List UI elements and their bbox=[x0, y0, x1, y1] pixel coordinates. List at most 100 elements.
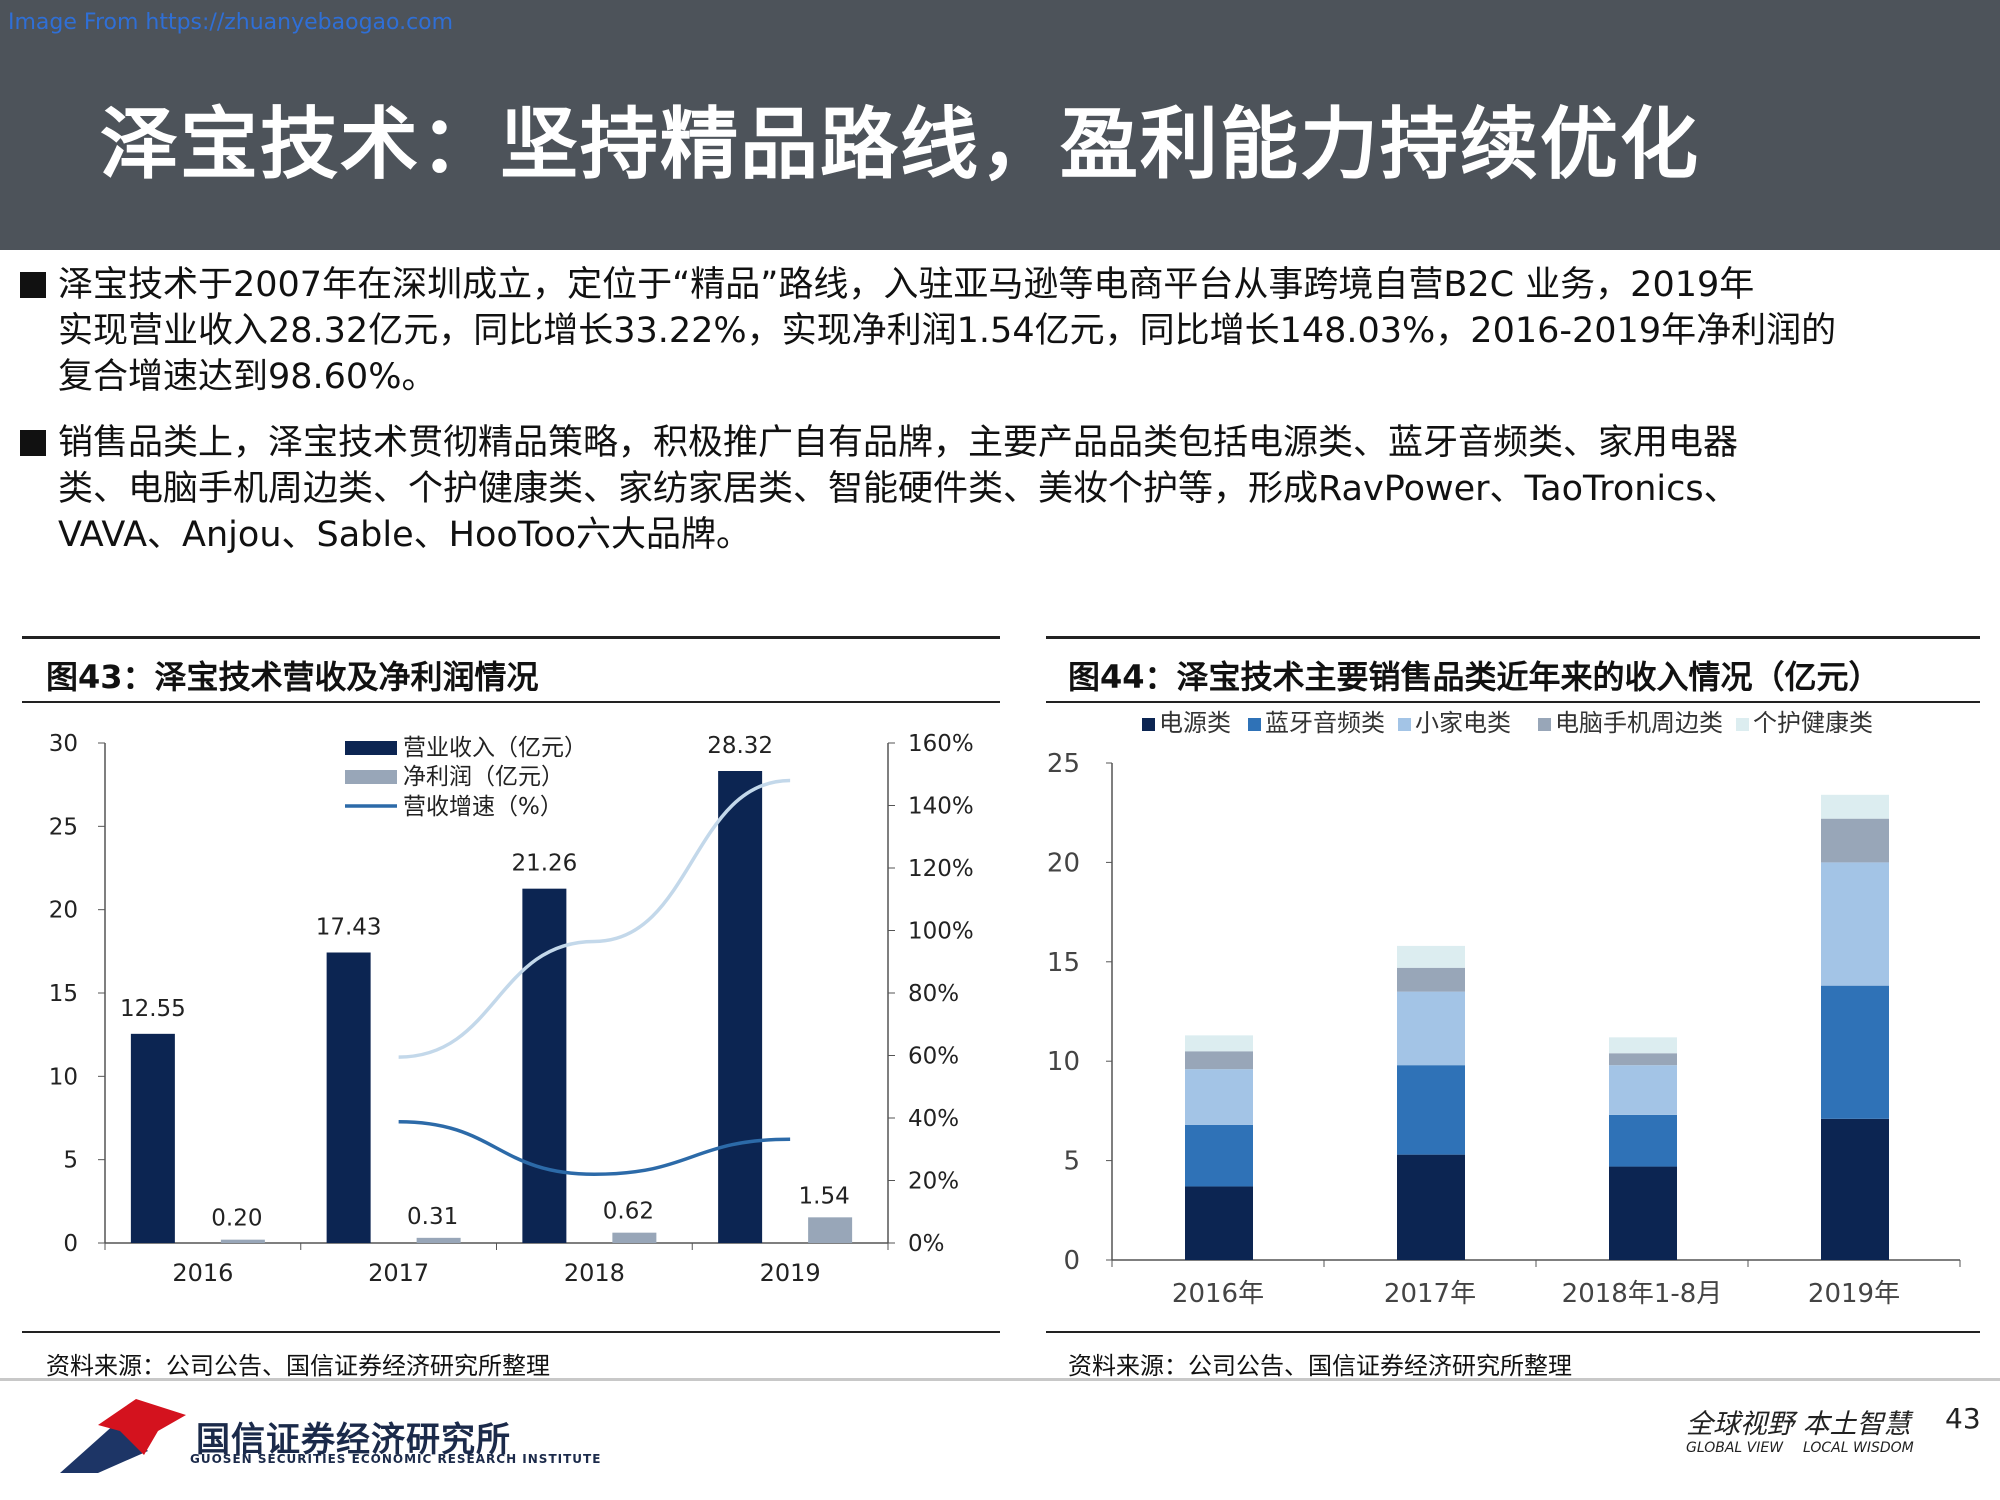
legend-swatch bbox=[1736, 718, 1749, 731]
right-panel-title-rule bbox=[1046, 701, 1980, 703]
x-tick-label: 2018 bbox=[564, 1259, 625, 1287]
left-panel-bottom-rule bbox=[22, 1331, 1000, 1333]
profit-data-label: 1.54 bbox=[799, 1183, 850, 1209]
x-tick-label: 2018年1-8月 bbox=[1562, 1279, 1723, 1309]
left-y-tick-label: 30 bbox=[49, 731, 78, 757]
paragraph-1-line-2: 实现营业收入28.32亿元，同比增长33.22%，实现净利润1.54亿元，同比增… bbox=[58, 311, 1837, 351]
legend-label-growth: 营收增速（%） bbox=[403, 794, 563, 820]
right-y-tick-label: 160% bbox=[908, 731, 974, 757]
left-y-tick-label: 25 bbox=[49, 814, 78, 840]
slide-title: 泽宝技术：坚持精品路线，盈利能力持续优化 bbox=[100, 99, 1701, 190]
legend-swatch bbox=[1142, 718, 1155, 731]
paragraph-1-line-1: 泽宝技术于2007年在深圳成立，定位于“精品”路线，入驻亚马逊等电商平台从事跨境… bbox=[58, 265, 1755, 305]
revenue-data-label: 12.55 bbox=[120, 996, 186, 1022]
right-y-tick-label: 20% bbox=[908, 1169, 959, 1195]
x-tick-label: 2019年 bbox=[1808, 1279, 1900, 1309]
guosen-logo-icon bbox=[60, 1399, 186, 1473]
paragraph-2-line-1: 销售品类上，泽宝技术贯彻精品策略，积极推广自有品牌，主要产品品类包括电源类、蓝牙… bbox=[58, 423, 1739, 463]
left-y-tick-label: 15 bbox=[49, 981, 78, 1007]
revenue-bar bbox=[718, 771, 763, 1243]
company-name: 国信证券经济研究所 bbox=[196, 1420, 511, 1460]
revenue-bar bbox=[130, 1033, 175, 1243]
y-tick-label: 5 bbox=[1063, 1147, 1080, 1177]
right-y-tick-label: 40% bbox=[908, 1106, 959, 1132]
footer-rule bbox=[0, 1378, 2000, 1381]
x-tick-label: 2016年 bbox=[1172, 1279, 1264, 1309]
stacked-bar-segment-3 bbox=[1397, 991, 1465, 1066]
right-y-tick-label: 0% bbox=[908, 1231, 945, 1257]
slogan: 全球视野 本土智慧 bbox=[1686, 1409, 1911, 1440]
stacked-bar-segment-5 bbox=[1185, 1035, 1253, 1052]
stacked-bar-segment-2 bbox=[1397, 1065, 1465, 1155]
page-number: 43 bbox=[1945, 1402, 1981, 1435]
y-tick-label: 25 bbox=[1047, 749, 1080, 779]
legend-label-revenue: 营业收入（亿元） bbox=[403, 735, 587, 761]
paragraph-2-line-3: VAVA、Anjou、Sable、HooToo六大品牌。 bbox=[58, 515, 752, 555]
left-panel-source: 资料来源：公司公告、国信证券经济研究所整理 bbox=[46, 1352, 550, 1380]
stacked-bar-segment-1 bbox=[1397, 1154, 1465, 1260]
y-tick-label: 0 bbox=[1063, 1246, 1080, 1276]
paragraph-2: 销售品类上，泽宝技术贯彻精品策略，积极推广自有品牌，主要产品品类包括电源类、蓝牙… bbox=[20, 420, 1980, 558]
profit-data-label: 0.31 bbox=[407, 1204, 458, 1230]
stacked-bar-segment-2 bbox=[1609, 1114, 1677, 1167]
company-name-en: GUOSEN SECURITIES ECONOMIC RESEARCH INST… bbox=[190, 1452, 602, 1466]
growth-line bbox=[398, 1120, 791, 1177]
left-y-tick-label: 0 bbox=[63, 1231, 78, 1257]
right-panel-bottom-rule bbox=[1046, 1331, 1980, 1333]
right-y-tick-label: 80% bbox=[908, 981, 959, 1007]
stacked-bar-segment-1 bbox=[1821, 1118, 1889, 1260]
stacked-bar-segment-5 bbox=[1609, 1037, 1677, 1054]
left-panel-top-rule bbox=[22, 636, 1000, 639]
stacked-bar-segment-4 bbox=[1821, 818, 1889, 863]
profit-bar bbox=[808, 1217, 853, 1243]
stacked-bar-segment-3 bbox=[1609, 1065, 1677, 1115]
paragraph-2-line-2: 类、电脑手机周边类、个护健康类、家纺家居类、智能硬件类、美妆个护等，形成RavP… bbox=[58, 469, 1739, 509]
slide-header: Image From https://zhuanyebaogao.com 泽宝技… bbox=[0, 0, 2000, 250]
legend-swatch bbox=[1538, 718, 1551, 731]
paragraph-1-line-3: 复合增速达到98.60%。 bbox=[58, 357, 437, 397]
legend-swatch-revenue bbox=[345, 741, 397, 755]
left-panel-title-rule bbox=[22, 701, 1000, 703]
legend-label: 蓝牙音频类 bbox=[1265, 709, 1385, 737]
right-y-tick-label: 60% bbox=[908, 1044, 959, 1070]
profit-bar bbox=[416, 1237, 461, 1243]
bullet-square-icon bbox=[20, 272, 46, 298]
revenue-data-label: 21.26 bbox=[511, 851, 577, 877]
slogan-en-left: GLOBAL VIEW bbox=[1686, 1440, 1784, 1456]
stacked-bar-segment-3 bbox=[1185, 1069, 1253, 1125]
legend-label: 个护健康类 bbox=[1753, 709, 1873, 737]
bullet-square-icon bbox=[20, 430, 46, 456]
legend-swatch bbox=[1248, 718, 1261, 731]
left-y-tick-label: 5 bbox=[63, 1148, 78, 1174]
category-revenue-chart: 0 5 10 15 20 25 2016年 2017年 2018年1-8月 2019年 电源类 蓝牙音… bbox=[1047, 709, 1961, 1309]
stacked-bar-segment-4 bbox=[1185, 1051, 1253, 1070]
legend-label: 小家电类 bbox=[1415, 709, 1511, 737]
stacked-bar-segment-5 bbox=[1821, 794, 1889, 819]
right-y-tick-label: 100% bbox=[908, 919, 974, 945]
right-panel-source: 资料来源：公司公告、国信证券经济研究所整理 bbox=[1068, 1352, 1572, 1380]
stacked-bar-segment-3 bbox=[1821, 862, 1889, 986]
legend-swatch-profit bbox=[345, 770, 397, 784]
left-y-tick-label: 20 bbox=[49, 898, 78, 924]
right-y-tick-label: 140% bbox=[908, 794, 974, 820]
stacked-bar-segment-2 bbox=[1821, 985, 1889, 1119]
x-tick-label: 2019 bbox=[760, 1259, 821, 1287]
x-tick-label: 2017 bbox=[368, 1259, 429, 1287]
left-panel-title: 图43：泽宝技术营收及净利润情况 bbox=[46, 658, 539, 696]
legend-label-profit: 净利润（亿元） bbox=[403, 764, 564, 790]
profit-growth-line bbox=[398, 778, 791, 1059]
legend-label: 电脑手机周边类 bbox=[1555, 709, 1723, 737]
legend-label: 电源类 bbox=[1159, 709, 1231, 737]
paragraph-1: 泽宝技术于2007年在深圳成立，定位于“精品”路线，入驻亚马逊等电商平台从事跨境… bbox=[20, 262, 1980, 400]
right-y-tick-label: 120% bbox=[908, 856, 974, 882]
revenue-bar bbox=[522, 888, 567, 1243]
y-tick-label: 15 bbox=[1047, 948, 1080, 978]
watermark-text: Image From https://zhuanyebaogao.com bbox=[8, 10, 454, 35]
revenue-bar bbox=[326, 952, 371, 1243]
stacked-bar-segment-2 bbox=[1185, 1124, 1253, 1187]
left-y-tick-label: 10 bbox=[49, 1064, 78, 1090]
right-panel-title: 图44：泽宝技术主要销售品类近年来的收入情况（亿元） bbox=[1068, 658, 1881, 696]
legend-swatch bbox=[1398, 718, 1411, 731]
stacked-bar-segment-4 bbox=[1397, 967, 1465, 992]
y-tick-label: 20 bbox=[1047, 848, 1080, 878]
